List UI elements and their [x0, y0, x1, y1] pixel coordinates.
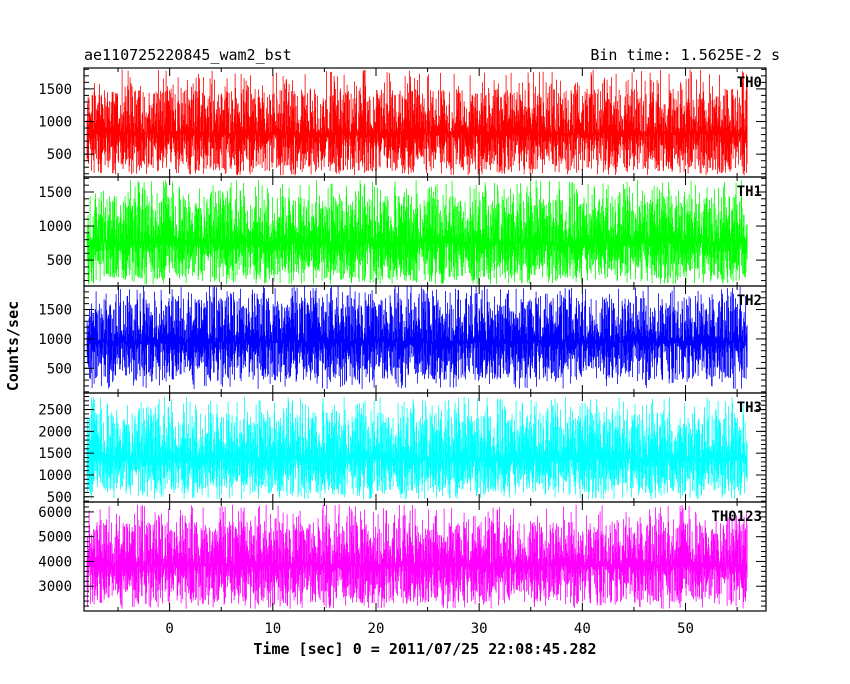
y-tick-label: 1000	[38, 115, 72, 131]
x-tick-label: 0	[165, 621, 173, 637]
y-tick-label: 1000	[38, 468, 72, 484]
panel-label-th2: TH2	[737, 293, 762, 309]
panel-th2: 500 1000 1500 TH2	[38, 285, 767, 394]
series-th0-trace	[86, 69, 748, 176]
panel-th0: 500 1000 1500 TH0	[38, 67, 767, 178]
y-tick-label: 500	[47, 147, 72, 163]
panel-th3: 500 1000 1500 2000 2500 TH3	[38, 392, 767, 506]
x-tick-label: 40	[574, 621, 591, 637]
y-tick-label: 500	[47, 253, 72, 269]
x-axis: 0 10 20 30 40 50	[165, 621, 694, 637]
y-axis-label: Counts/sec	[4, 301, 22, 391]
y-tick-label: 1500	[38, 303, 72, 319]
panel-th1: 500 1000 1500 TH1	[38, 176, 767, 287]
y-tick-label: 3000	[38, 579, 72, 595]
y-tick-label: 5000	[38, 530, 72, 546]
y-tick-label: 500	[47, 490, 72, 506]
series-th2-trace	[86, 286, 748, 390]
y-tick-label: 4000	[38, 554, 72, 570]
figure-title: ae110725220845_wam2_bst	[84, 46, 292, 64]
x-axis-label: Time [sec] 0 = 2011/07/25 22:08:45.282	[253, 640, 596, 658]
panel-stack: 500 1000 1500 TH0 500 1000 1500 TH1 500 1000 1500 T…	[38, 67, 767, 612]
x-tick-label: 10	[264, 621, 281, 637]
panel-th0123: 3000 4000 5000 6000 TH0123	[38, 501, 767, 612]
y-tick-label: 2500	[38, 403, 72, 419]
y-tick-label: 2000	[38, 424, 72, 440]
x-tick-label: 30	[471, 621, 488, 637]
y-tick-label: 500	[47, 361, 72, 377]
series-th0123-trace	[86, 504, 748, 609]
panel-label-th0123: TH0123	[711, 509, 762, 525]
y-tick-label: 1000	[38, 332, 72, 348]
y-tick-label: 1500	[38, 82, 72, 98]
panel-label-th1: TH1	[737, 184, 762, 200]
y-tick-label: 1000	[38, 219, 72, 235]
x-tick-label: 50	[677, 621, 694, 637]
panel-label-th0: TH0	[737, 75, 762, 91]
y-tick-label: 6000	[38, 505, 72, 521]
y-tick-label: 1500	[38, 446, 72, 462]
series-th3-trace	[86, 396, 748, 500]
bin-time-label: Bin time: 1.5625E-2 s	[590, 46, 780, 64]
y-tick-label: 1500	[38, 185, 72, 201]
panel-label-th3: TH3	[737, 400, 762, 416]
series-th1-trace	[86, 179, 748, 285]
x-tick-label: 20	[368, 621, 385, 637]
